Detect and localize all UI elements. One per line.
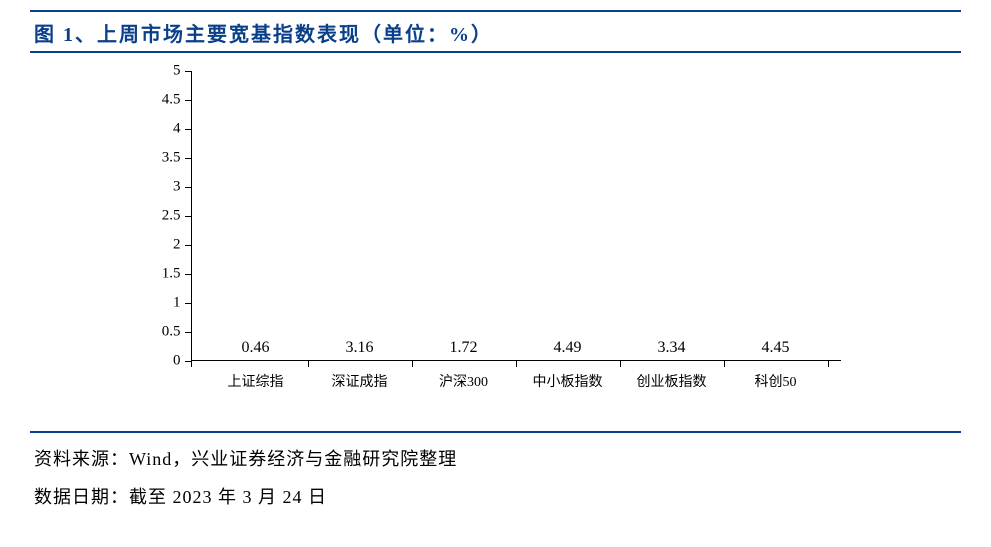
y-axis-label: 0: [173, 353, 191, 370]
figure-title: 图 1、上周市场主要宽基指数表现（单位：%）: [34, 24, 493, 46]
y-axis-label: 3.5: [162, 150, 191, 167]
title-block: 图 1、上周市场主要宽基指数表现（单位：%）: [30, 10, 961, 53]
x-axis-label: 创业板指数: [637, 361, 707, 391]
bar-chart: 00.511.522.533.544.550.46上证综指3.16深证成指1.7…: [131, 71, 861, 401]
x-axis-label: 深证成指: [332, 361, 388, 391]
bar-value-label: 4.45: [762, 339, 790, 361]
date-year: 2023: [173, 487, 213, 507]
date-month: 3: [243, 487, 253, 507]
source-line: 资料来源：Wind，兴业证券经济与金融研究院整理: [30, 433, 961, 471]
x-tick: [412, 361, 413, 367]
date-line: 数据日期：截至 2023 年 3 月 24 日: [30, 471, 961, 509]
x-tick: [724, 361, 725, 367]
x-tick: [308, 361, 309, 367]
source-label: 资料来源：: [34, 449, 129, 469]
date-prefix: 截至: [129, 487, 173, 507]
chart-container: 00.511.522.533.544.550.46上证综指3.16深证成指1.7…: [131, 71, 861, 401]
x-axis-label: 上证综指: [228, 361, 284, 391]
y-axis-label: 1: [173, 295, 191, 312]
x-axis-label: 中小板指数: [533, 361, 603, 391]
y-axis-label: 4.5: [162, 92, 191, 109]
bar-value-label: 3.34: [658, 339, 686, 361]
source-value: Wind，兴业证券经济与金融研究院整理: [129, 449, 457, 469]
y-axis-line: [191, 71, 192, 361]
bar-value-label: 1.72: [450, 339, 478, 361]
bar-value-label: 3.16: [346, 339, 374, 361]
x-tick: [516, 361, 517, 367]
page-root: 图 1、上周市场主要宽基指数表现（单位：%） 00.511.522.533.54…: [0, 0, 991, 509]
date-day: 24: [283, 487, 303, 507]
date-mid2: 月: [253, 487, 283, 507]
date-suffix: 日: [303, 487, 328, 507]
x-axis-label: 科创50: [755, 361, 797, 391]
y-axis-label: 5: [173, 63, 191, 80]
date-label: 数据日期：: [34, 487, 129, 507]
y-axis-label: 0.5: [162, 324, 191, 341]
x-tick: [620, 361, 621, 367]
y-axis-label: 4: [173, 121, 191, 138]
y-axis-label: 2.5: [162, 208, 191, 225]
x-tick: [828, 361, 829, 367]
x-axis-label: 沪深300: [439, 361, 488, 391]
x-tick: [191, 361, 192, 367]
date-mid1: 年: [213, 487, 243, 507]
y-axis-label: 3: [173, 179, 191, 196]
y-axis-label: 1.5: [162, 266, 191, 283]
plot-area: 00.511.522.533.544.550.46上证综指3.16深证成指1.7…: [191, 71, 841, 361]
y-axis-label: 2: [173, 237, 191, 254]
bar-value-label: 4.49: [554, 339, 582, 361]
bar-value-label: 0.46: [242, 339, 270, 361]
